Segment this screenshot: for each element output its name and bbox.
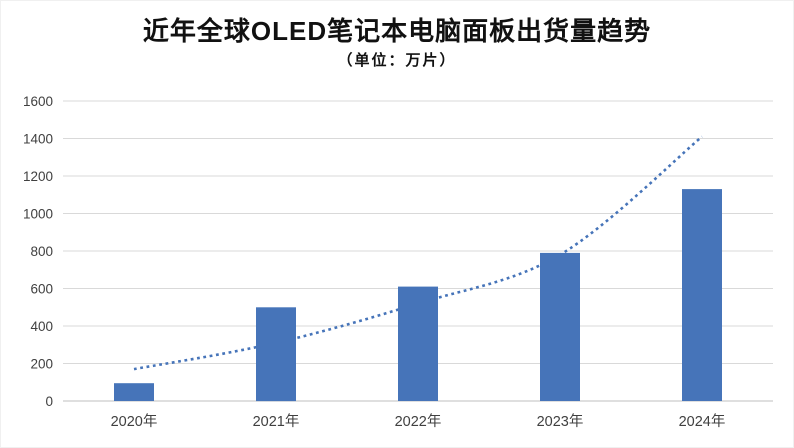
chart-header: 近年全球OLED笔记本电脑面板出货量趋势 （单位：万片） — [1, 1, 793, 73]
x-axis-category-label: 2024年 — [679, 413, 726, 430]
y-axis-tick-label: 1000 — [23, 207, 53, 222]
y-axis-tick-label: 200 — [30, 357, 53, 372]
chart-plot-area: 0 200 400 600 800 1000 1200 1400 1600 2020年 2021年 2… — [23, 94, 773, 430]
bar — [114, 383, 154, 401]
bar — [398, 286, 438, 401]
y-axis-tick-label: 1200 — [23, 169, 53, 184]
y-axis-tick-label: 1600 — [23, 94, 53, 109]
y-axis-tick-label: 400 — [30, 319, 53, 334]
bar — [540, 252, 580, 401]
x-axis-category-label: 2023年 — [537, 413, 584, 430]
trend-dotted-line — [133, 135, 703, 371]
x-axis-category-label: 2021年 — [253, 413, 300, 430]
bar — [682, 189, 722, 401]
y-axis-tick-label: 800 — [30, 244, 53, 259]
chart-title: 近年全球OLED笔记本电脑面板出货量趋势 — [142, 16, 652, 46]
bar — [256, 307, 296, 402]
chart-subtitle: （单位：万片） — [337, 52, 457, 69]
y-axis-tick-label: 1400 — [23, 132, 53, 147]
x-axis-category-label: 2020年 — [111, 413, 158, 430]
y-axis-tick-label: 600 — [30, 282, 53, 297]
x-axis-category-label: 2022年 — [395, 413, 442, 430]
y-axis-tick-label: 0 — [45, 394, 53, 409]
